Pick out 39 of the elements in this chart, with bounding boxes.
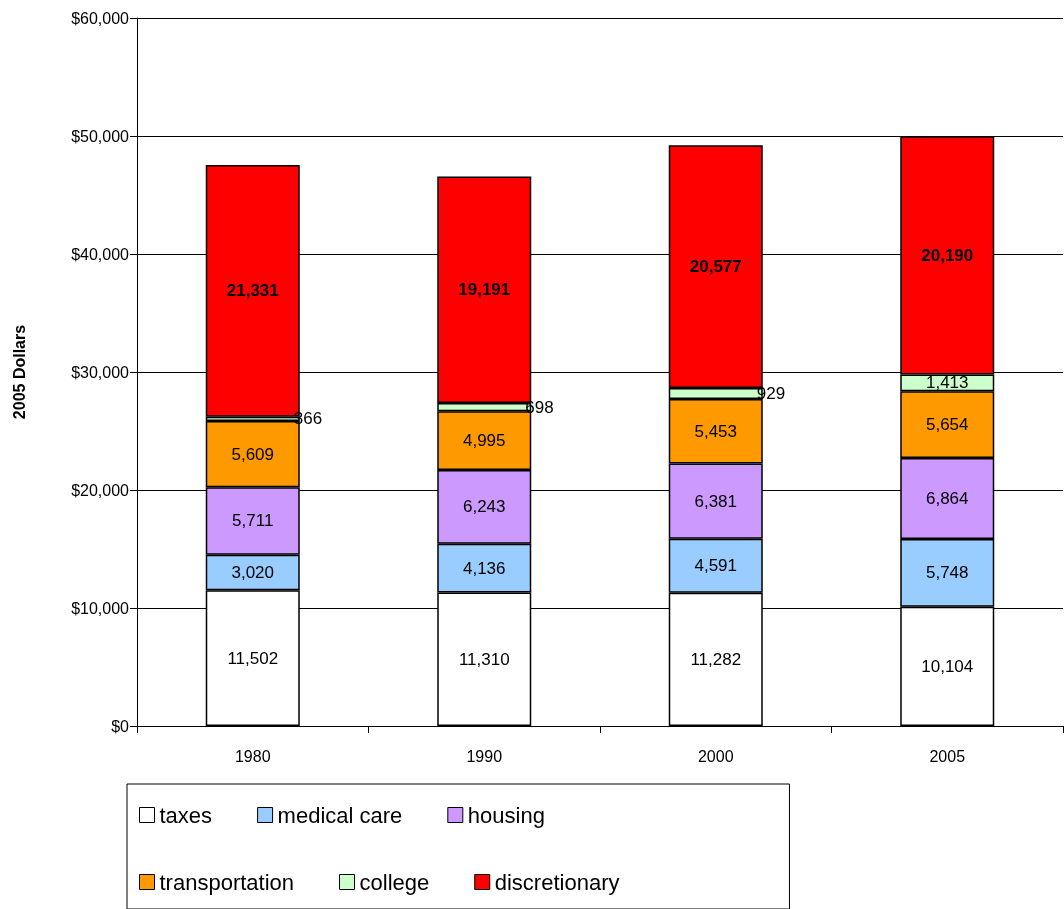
data-label: 6,864 <box>925 488 969 508</box>
data-label: 3,020 <box>231 562 275 582</box>
data-label: 20,577 <box>689 257 742 277</box>
data-label: 10,104 <box>921 656 974 676</box>
y-tick-label: $20,000 <box>71 481 130 499</box>
y-tick-label: $40,000 <box>71 245 130 263</box>
y-tick-label: $0 <box>111 717 130 735</box>
y-axis-title: 2005 Dollars <box>10 324 28 420</box>
data-label: 4,995 <box>462 431 506 451</box>
data-label: 5,453 <box>694 421 738 441</box>
legend-label: transportation <box>159 869 295 895</box>
legend-label: college <box>359 869 430 895</box>
y-tick-label: $30,000 <box>71 363 130 381</box>
data-label: 5,654 <box>925 415 969 435</box>
y-tick-label: $60,000 <box>71 9 130 27</box>
data-label: 20,190 <box>921 245 974 265</box>
x-tick-label: 2000 <box>697 747 734 765</box>
data-label: 1,413 <box>925 373 969 393</box>
x-tick-label: 2005 <box>929 747 966 765</box>
y-tick-label: $50,000 <box>71 127 130 145</box>
y-tick-label: $10,000 <box>71 599 130 617</box>
data-label: 5,748 <box>925 563 969 583</box>
legend-label: taxes <box>159 802 213 828</box>
data-label: 11,502 <box>227 648 279 668</box>
data-label: 19,191 <box>458 280 511 300</box>
x-tick-label: 1980 <box>234 747 271 765</box>
data-label: 5,609 <box>231 444 275 464</box>
data-label: 11,310 <box>458 649 510 669</box>
data-label: 5,711 <box>232 511 274 531</box>
data-label: 4,136 <box>462 558 506 578</box>
legend-label: medical care <box>277 802 403 828</box>
x-tick-label: 1990 <box>466 747 503 765</box>
legend-label: discretionary <box>494 869 620 895</box>
data-label: 21,331 <box>226 281 279 301</box>
legend-label: housing <box>467 802 545 828</box>
data-label: 6,381 <box>694 491 738 511</box>
data-label: 6,243 <box>462 497 506 517</box>
data-label: 11,282 <box>690 649 742 669</box>
data-label: 4,591 <box>694 556 738 576</box>
